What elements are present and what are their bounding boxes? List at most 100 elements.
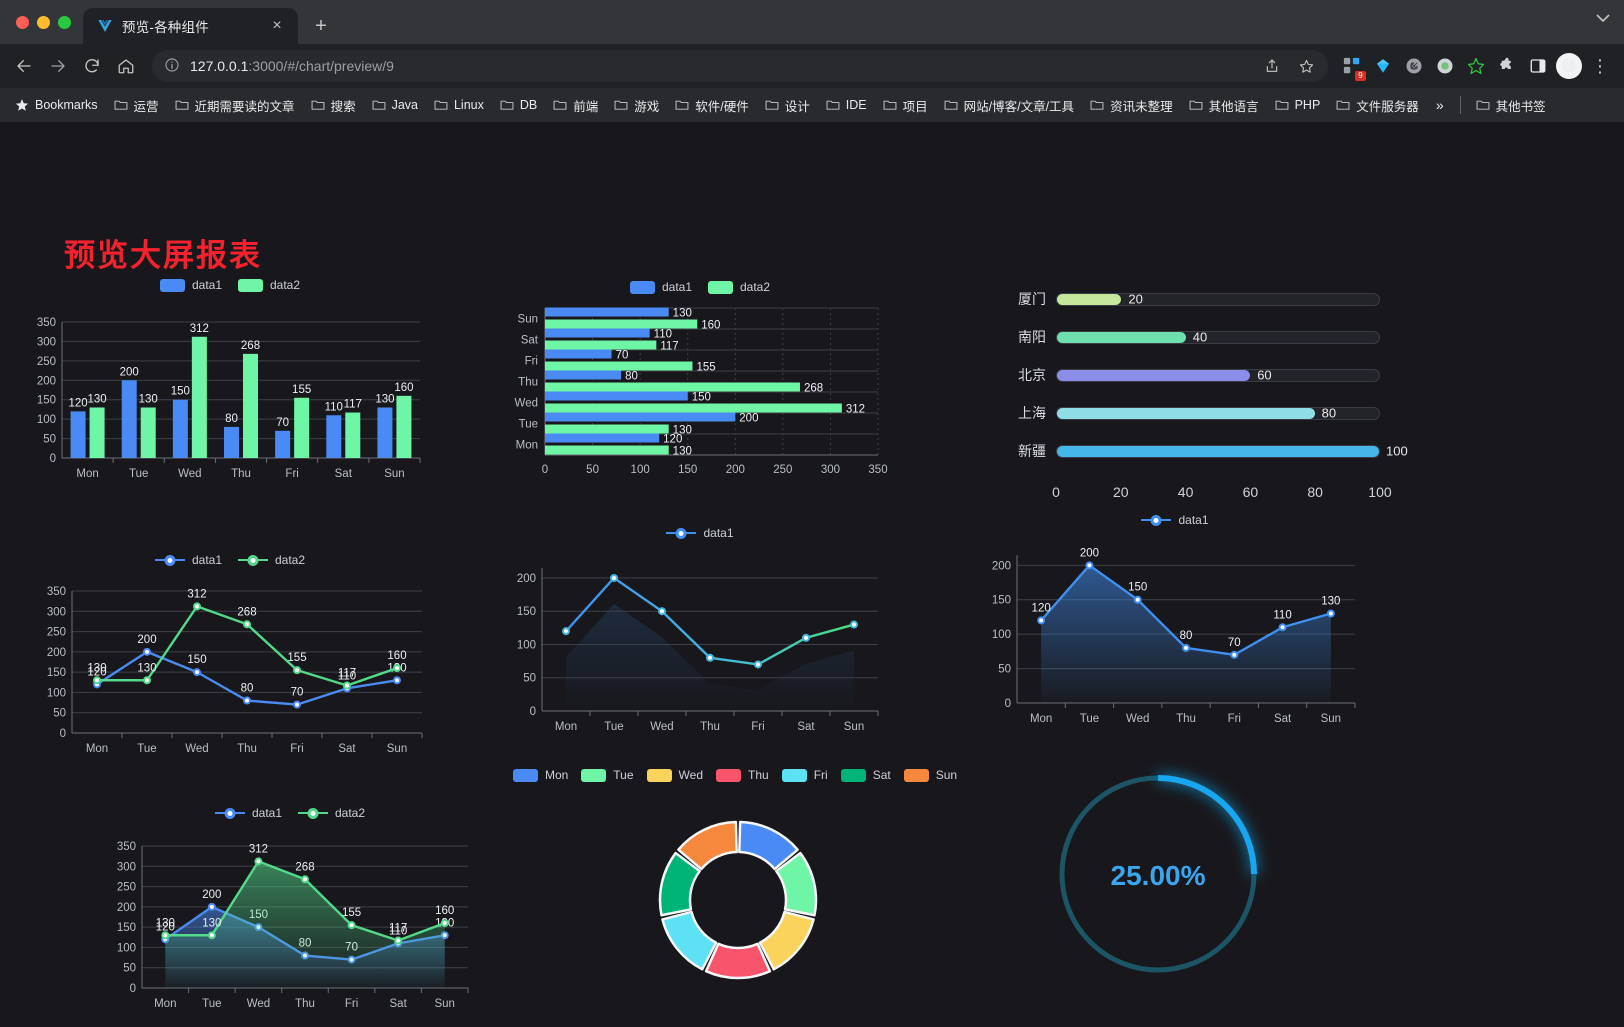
svg-text:120: 120 (663, 434, 682, 446)
bookmarks-overflow-button[interactable]: » (1435, 97, 1444, 113)
browser-toolbar: 127.0.0.1:3000/#/chart/preview/9 9 (0, 44, 1624, 88)
svg-text:200: 200 (726, 464, 745, 476)
browser-menu-icon[interactable]: ⋮ (1591, 55, 1609, 76)
svg-text:300: 300 (821, 464, 840, 476)
bookmark-folder[interactable]: 软件/硬件 (668, 92, 755, 119)
svg-text:100: 100 (117, 942, 136, 954)
legend-item[interactable]: Fri (781, 768, 828, 782)
legend-smooth-line: data1 (500, 520, 900, 546)
legend-item[interactable]: Thu (716, 768, 769, 782)
svg-text:200: 200 (739, 413, 758, 425)
browser-tab[interactable]: 预览-各种组件 × (83, 8, 298, 44)
svg-text:Sun: Sun (434, 998, 454, 1010)
svg-text:130: 130 (673, 446, 692, 458)
legend-item[interactable]: data1 (154, 553, 222, 567)
legend-line-marker (154, 554, 185, 566)
svg-text:200: 200 (992, 560, 1011, 572)
folder-icon (1476, 98, 1490, 112)
svg-text:Sat: Sat (335, 468, 353, 480)
bookmark-folder[interactable]: 资讯未整理 (1083, 92, 1180, 119)
green-star-icon[interactable] (1462, 52, 1490, 80)
maximize-window-button[interactable] (58, 15, 71, 29)
bookmark-folder[interactable]: 设计 (758, 92, 817, 119)
bookmark-folder[interactable]: 前端 (546, 92, 605, 119)
legend-item[interactable]: Mon (512, 768, 568, 782)
legend-swatch (840, 768, 866, 782)
bookmark-folder[interactable]: 网站/博客/文章/工具 (937, 92, 1081, 119)
progress-fill (1057, 445, 1379, 457)
progress-label: 北京 (1018, 367, 1046, 383)
home-icon[interactable] (110, 50, 142, 82)
legend-item[interactable]: data2 (238, 553, 305, 567)
legend-item[interactable]: data2 (298, 806, 365, 820)
address-bar[interactable]: 127.0.0.1:3000/#/chart/preview/9 (152, 50, 1328, 82)
green-circle-icon[interactable] (1431, 52, 1459, 80)
progress-track: 100 (1056, 444, 1408, 459)
bookmark-folder[interactable]: PHP (1268, 94, 1328, 116)
chevron-down-icon[interactable] (1596, 12, 1610, 26)
other-bookmarks-folder[interactable]: 其他书签 (1469, 92, 1553, 119)
minimize-window-button[interactable] (37, 15, 50, 29)
diamond-icon[interactable] (1369, 52, 1397, 80)
new-tab-button[interactable]: + (315, 15, 327, 37)
legend-line-marker (666, 527, 697, 539)
extensions-grid-icon[interactable]: 9 (1338, 52, 1366, 81)
bookmark-folder[interactable]: 搜索 (304, 92, 363, 119)
legend-item[interactable]: data1 (629, 280, 692, 294)
svg-text:120: 120 (87, 666, 106, 678)
bookmark-folder[interactable]: 其他语言 (1182, 92, 1266, 119)
legend-item[interactable]: Sun (903, 768, 957, 782)
bookmark-folder[interactable]: 文件服务器 (1329, 92, 1426, 119)
reload-icon[interactable] (76, 50, 108, 82)
bookmark-folder[interactable]: DB (493, 94, 544, 116)
legend-label: Fri (813, 768, 828, 782)
legend-item[interactable]: data1 (666, 526, 734, 540)
legend-swatch (708, 280, 733, 294)
bookmark-folder[interactable]: 近期需要读的文章 (168, 92, 302, 119)
svg-text:200: 200 (517, 573, 536, 585)
bookmarks-root[interactable]: Bookmarks (8, 94, 105, 116)
legend-item[interactable]: data1 (1141, 513, 1209, 527)
legend-swatch (646, 768, 672, 782)
svg-text:80: 80 (225, 413, 238, 425)
bookmark-label: 其他语言 (1208, 99, 1259, 114)
svg-text:Sat: Sat (1274, 713, 1292, 723)
puzzle-icon[interactable] (1493, 52, 1521, 80)
bookmark-label: 设计 (784, 99, 810, 114)
svg-text:Thu: Thu (237, 743, 257, 755)
progress-row: 厦门 20 (1000, 280, 1380, 318)
legend-item[interactable]: data2 (708, 280, 770, 294)
legend-item[interactable]: data2 (238, 278, 300, 292)
avatar[interactable]: 😄 (1555, 52, 1583, 80)
bookmark-folder[interactable]: Linux (427, 94, 491, 116)
legend-item[interactable]: Wed (646, 768, 703, 782)
legend-item[interactable]: data1 (214, 806, 282, 820)
bookmark-folder[interactable]: Java (365, 94, 425, 116)
legend-item[interactable]: Sat (840, 768, 891, 782)
legend-label: Wed (678, 768, 703, 782)
svg-text:70: 70 (291, 687, 304, 699)
forward-icon[interactable] (42, 50, 74, 82)
bookmark-folder[interactable]: 游戏 (607, 92, 666, 119)
sidepanel-icon[interactable] (1524, 52, 1552, 80)
back-icon[interactable] (8, 50, 40, 82)
svg-text:110: 110 (338, 670, 356, 682)
svg-text:Fri: Fri (285, 468, 298, 480)
gear-circle-icon[interactable] (1400, 52, 1428, 80)
bookmark-folder[interactable]: 项目 (876, 92, 935, 119)
close-tab-button[interactable]: × (272, 17, 282, 34)
legend-label: data1 (191, 278, 222, 292)
legend-item[interactable]: data1 (159, 278, 222, 292)
share-icon[interactable] (1256, 50, 1288, 82)
bookmark-folder[interactable]: IDE (819, 94, 874, 116)
svg-text:Fri: Fri (751, 721, 764, 733)
svg-text:70: 70 (1228, 637, 1241, 649)
bookmark-label: 搜索 (330, 99, 356, 114)
star-icon[interactable] (1290, 50, 1322, 82)
legend-item[interactable]: Tue (581, 768, 634, 782)
info-circle-icon[interactable] (164, 57, 180, 76)
close-window-button[interactable] (16, 15, 29, 29)
bookmark-label: Linux (453, 98, 484, 112)
bookmark-folder[interactable]: 运营 (107, 92, 166, 119)
